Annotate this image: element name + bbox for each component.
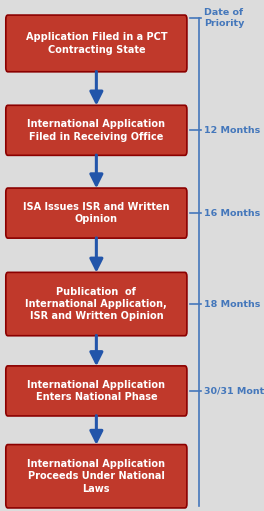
- Text: 16 Months: 16 Months: [204, 208, 260, 218]
- Text: Date of
Priority: Date of Priority: [204, 8, 244, 28]
- Text: International Application
Filed in Receiving Office: International Application Filed in Recei…: [27, 119, 165, 142]
- Text: 18 Months: 18 Months: [204, 299, 261, 309]
- Text: 12 Months: 12 Months: [204, 126, 260, 135]
- FancyBboxPatch shape: [6, 366, 187, 416]
- FancyBboxPatch shape: [6, 105, 187, 155]
- FancyBboxPatch shape: [6, 15, 187, 72]
- Text: International Application
Enters National Phase: International Application Enters Nationa…: [27, 380, 165, 402]
- Text: Publication  of
International Application,
ISR and Written Opinion: Publication of International Application…: [26, 287, 167, 321]
- FancyBboxPatch shape: [6, 272, 187, 336]
- FancyBboxPatch shape: [6, 188, 187, 238]
- FancyBboxPatch shape: [6, 445, 187, 508]
- Text: International Application
Proceeds Under National
Laws: International Application Proceeds Under…: [27, 459, 165, 494]
- Text: ISA Issues ISR and Written
Opinion: ISA Issues ISR and Written Opinion: [23, 202, 169, 224]
- Text: Application Filed in a PCT
Contracting State: Application Filed in a PCT Contracting S…: [26, 32, 167, 55]
- Text: 30/31 Months: 30/31 Months: [204, 386, 264, 396]
